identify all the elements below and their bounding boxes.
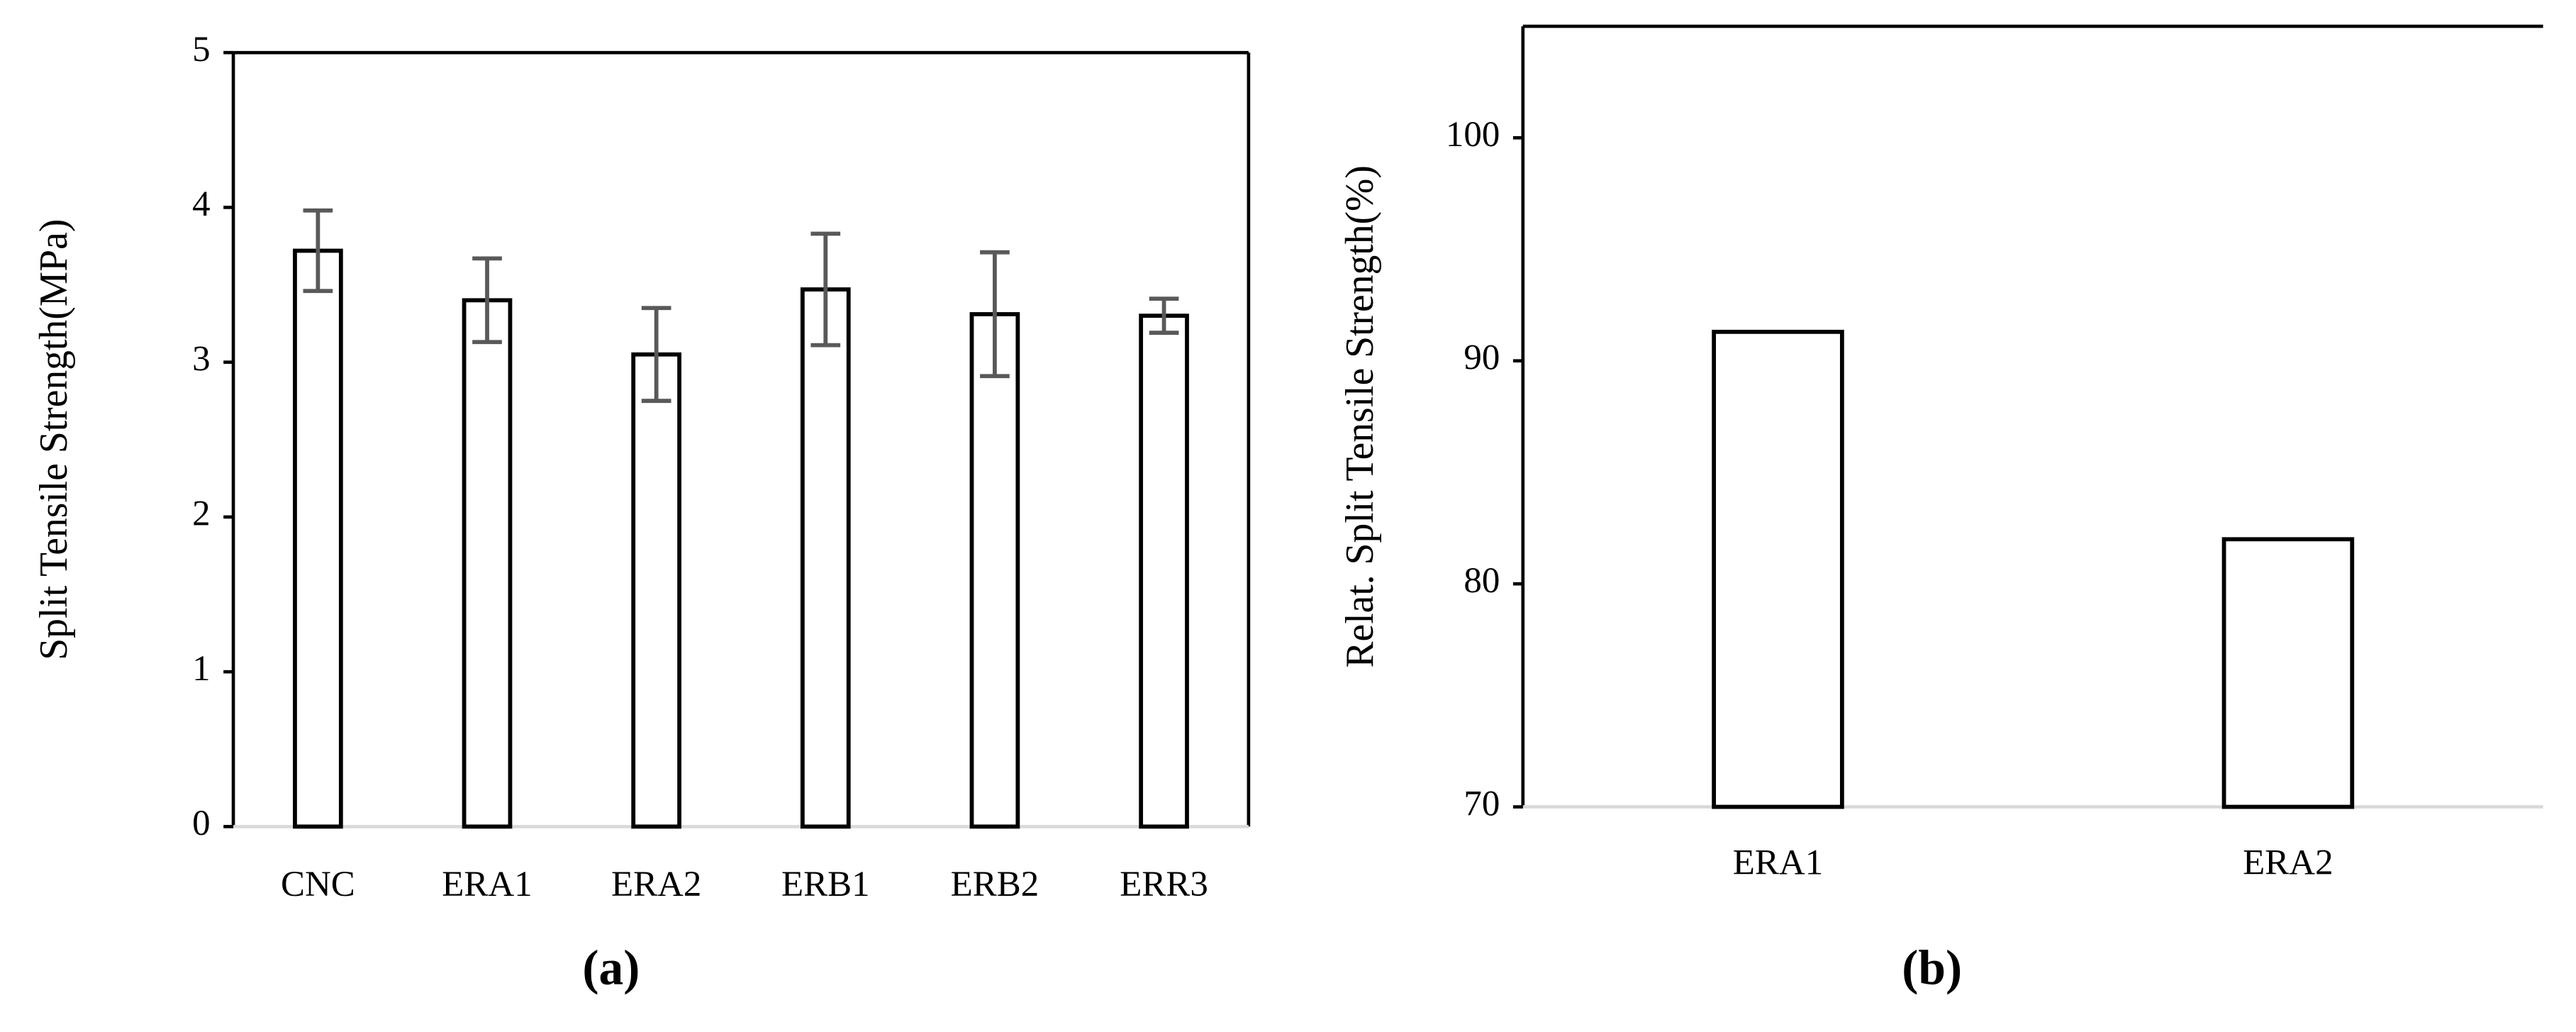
- x-tick-label: ERR3: [1120, 865, 1208, 904]
- y-tick-label: 0: [192, 804, 210, 843]
- y-tick-label: 80: [1463, 561, 1500, 601]
- caption: (b): [1902, 941, 1962, 996]
- x-tick-label: ERA2: [611, 865, 701, 904]
- y-tick-label: 100: [1446, 115, 1500, 155]
- y-tick-label: 1: [192, 649, 210, 689]
- y-tick-label: 2: [192, 494, 210, 534]
- y-tick-label: 70: [1463, 784, 1500, 823]
- y-tick-label: 5: [192, 30, 210, 70]
- y-tick-label: 3: [192, 339, 210, 379]
- bar: [1139, 314, 1189, 829]
- bar: [462, 298, 513, 829]
- bar: [293, 248, 343, 829]
- bar: [969, 312, 1020, 829]
- bar: [2221, 537, 2355, 809]
- bar: [1712, 329, 1844, 809]
- y-axis-label: Split Tensile Strength(MPa): [32, 219, 76, 660]
- x-tick-label: CNC: [281, 865, 355, 904]
- y-tick-label: 90: [1463, 338, 1500, 377]
- x-tick-label: ERB2: [951, 865, 1039, 904]
- x-tick-label: ERB1: [781, 865, 870, 904]
- caption: (a): [582, 941, 640, 996]
- x-tick-label: ERA2: [2243, 843, 2333, 883]
- x-tick-label: ERA1: [442, 865, 532, 904]
- x-tick-label: ERA1: [1733, 843, 1823, 883]
- bar: [800, 287, 851, 829]
- bar: [631, 352, 681, 829]
- y-axis-label: Relat. Split Tensile Strength(%): [1338, 165, 1382, 667]
- y-tick-label: 4: [192, 184, 210, 224]
